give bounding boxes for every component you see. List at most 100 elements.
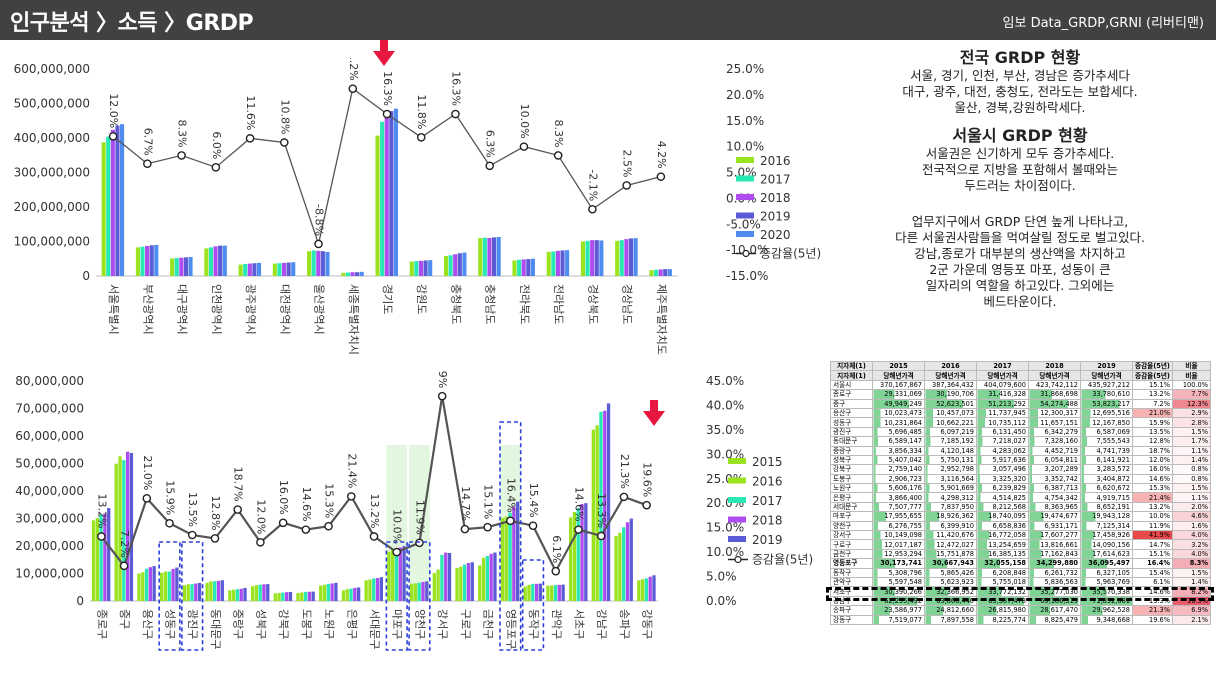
table-row: 종로구 29,331,069 30,190,706 31,416,328 31,868,…	[830, 389, 1211, 400]
category-highlight-box	[521, 559, 545, 651]
bar-2018	[213, 246, 218, 276]
bar-2020	[291, 262, 296, 276]
header-bar: 인구분석 〉소득 〉GRDP 임보 Data_GRDP,GRNI (리버티맨)	[0, 0, 1216, 40]
bar-2019	[663, 269, 668, 276]
table-cell: 62,295,492	[872, 595, 925, 607]
table-cell: 3,207,289	[1028, 464, 1081, 475]
growth-data-label: 8.3%	[552, 119, 565, 147]
bar-2018	[534, 583, 539, 601]
growth-point	[256, 538, 265, 547]
table-cell: 11.9%	[1132, 520, 1173, 532]
table-cell: 41.9%	[1132, 530, 1173, 541]
table-cell: 7,507,777	[872, 501, 925, 513]
table-cell: 8,652,191	[1080, 501, 1133, 513]
table-cell: 서울시	[830, 379, 873, 391]
table-cell: 6,276,755	[872, 520, 925, 532]
seoul-grdp-chart-svg: 80,000,000 70,000,000 60,000,000 50,000,000…	[15, 353, 813, 651]
table-cell: 마포구	[830, 511, 873, 522]
legend-label: 2015	[752, 455, 783, 469]
table-cell: 18.7%	[1132, 445, 1173, 456]
growth-data-label: 16.4%	[504, 478, 517, 513]
bar-2016	[300, 592, 304, 601]
table-cell: 33,780,610	[1080, 389, 1133, 400]
bar-2016	[254, 585, 258, 601]
x-tick-label: 세종특별자치시	[347, 284, 360, 355]
bar-2018	[247, 263, 252, 276]
table-cell: 3,404,872	[1080, 473, 1133, 485]
x-tick-label: 서대문구	[368, 609, 381, 649]
bar-2018	[521, 259, 526, 276]
table-cell: 2016	[924, 360, 977, 372]
table-cell: 6,589,147	[872, 436, 925, 447]
table-cell: 36,095,497	[1080, 558, 1133, 569]
table-cell: 1.5%	[1172, 483, 1211, 494]
table-cell: 17,614,623	[1080, 548, 1133, 560]
table-cell: 16,385,135	[976, 548, 1029, 560]
x-tick-label: 양천구	[413, 609, 427, 639]
growth-point	[324, 521, 333, 531]
table-cell: 4.0%	[1172, 548, 1211, 560]
growth-point	[551, 566, 561, 576]
x-tick-label: 강원도	[415, 284, 428, 314]
bar-2019	[320, 251, 325, 276]
x-tick-label: 경기도	[381, 284, 394, 314]
table-cell: 17,607,277	[1028, 530, 1081, 541]
growth-point	[210, 534, 220, 543]
table-cell: 387,364,432	[924, 379, 977, 391]
table-cell: 53,823,217	[1080, 398, 1133, 409]
bar-2016	[163, 571, 168, 601]
bar-2017	[235, 589, 240, 601]
growth-point	[279, 138, 289, 147]
table-cell: 12.3%	[1172, 398, 1211, 409]
table-cell: 성동구	[830, 417, 873, 428]
bar-2017	[167, 571, 171, 601]
growth-data-label: 13.3%	[595, 493, 608, 528]
table-cell: 54,274,488	[1028, 398, 1081, 409]
bar-2019	[266, 584, 270, 601]
table-cell: 12,953,294	[872, 548, 925, 560]
x-tick-label: 전라북도	[518, 284, 531, 324]
table-cell: 63,866,440	[924, 595, 977, 607]
bar-2016	[481, 557, 486, 601]
table-cell: 5,407,042	[872, 454, 925, 466]
x-tick-label: 동작구	[527, 609, 540, 639]
table-cell: 5,606,176	[872, 483, 925, 494]
growth-data-label: 6.0%	[210, 131, 223, 159]
x-tick-label: 충청남도	[484, 284, 497, 324]
bar-2018	[487, 238, 492, 276]
bar-2015	[591, 429, 595, 601]
bar-2017	[517, 259, 522, 276]
table-cell: 5,597,548	[872, 576, 925, 588]
bar-2019	[402, 546, 406, 601]
bar-2015	[478, 565, 482, 601]
table-cell: 17,955,655	[872, 511, 925, 522]
table-cell: 당해년가격	[872, 370, 925, 381]
table-cell: 1.5%	[1172, 567, 1211, 579]
bar-2019	[628, 238, 634, 276]
table-cell: 7,185,192	[924, 436, 977, 447]
bar-2016	[375, 135, 380, 276]
table-cell: 1.5%	[1172, 426, 1211, 438]
table-cell: 2018	[1028, 360, 1081, 372]
bar-2016	[307, 251, 312, 276]
bar-2019	[149, 245, 154, 276]
bar-2017	[485, 555, 489, 601]
table-cell: 15.4%	[1132, 567, 1173, 579]
x-tick-label: 인천광역시	[210, 284, 224, 335]
bar-2018	[555, 250, 560, 276]
bar-2016	[322, 584, 327, 601]
bar-2016	[413, 583, 418, 601]
growth-point	[574, 525, 583, 534]
growth-data-label: 16.3%	[449, 71, 462, 106]
table-cell: 11,420,676	[924, 530, 977, 541]
highlight-shade	[409, 445, 430, 601]
growth-point	[278, 518, 288, 528]
legend-label: 2018	[752, 514, 783, 528]
x-tick-label: 대구광역시	[176, 284, 189, 335]
bar-2015	[546, 585, 550, 601]
table-cell: 5,901,669	[924, 483, 977, 494]
growth-point	[143, 159, 152, 169]
bar-2019	[252, 263, 257, 276]
bar-2018	[398, 547, 402, 601]
bar-2017	[551, 251, 556, 276]
